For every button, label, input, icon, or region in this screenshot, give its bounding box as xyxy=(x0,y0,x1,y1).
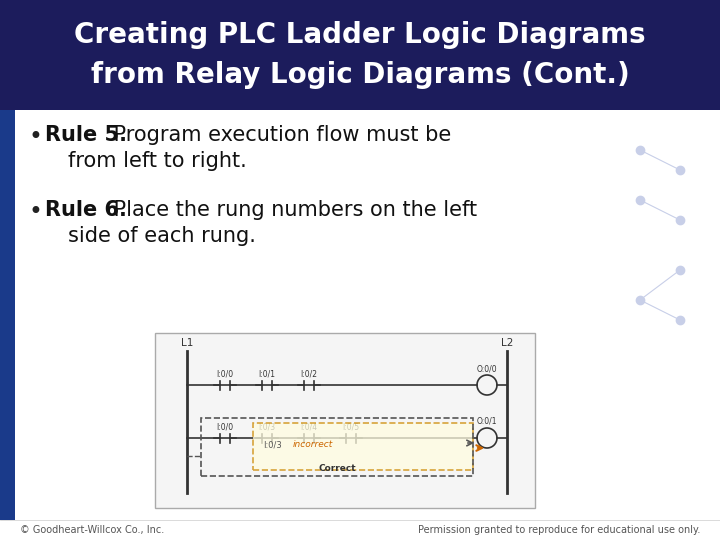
Text: from left to right.: from left to right. xyxy=(68,151,247,171)
Text: I:0/0: I:0/0 xyxy=(217,422,233,431)
Text: Creating PLC Ladder Logic Diagrams: Creating PLC Ladder Logic Diagrams xyxy=(74,21,646,49)
Text: O:0/1: O:0/1 xyxy=(477,417,498,426)
Text: I:0/1: I:0/1 xyxy=(258,369,276,379)
Text: •: • xyxy=(28,200,42,224)
Text: from Relay Logic Diagrams (Cont.): from Relay Logic Diagrams (Cont.) xyxy=(91,61,629,89)
Text: Place the rung numbers on the left: Place the rung numbers on the left xyxy=(107,200,477,220)
FancyBboxPatch shape xyxy=(253,423,473,470)
Text: Rule 5.: Rule 5. xyxy=(45,125,127,145)
Text: side of each rung.: side of each rung. xyxy=(68,226,256,246)
Text: •: • xyxy=(28,125,42,149)
Bar xyxy=(155,333,535,508)
Text: I:0/3: I:0/3 xyxy=(263,440,282,449)
Text: O:0/0: O:0/0 xyxy=(477,364,498,373)
Text: L2: L2 xyxy=(501,338,513,348)
Text: Permission granted to reproduce for educational use only.: Permission granted to reproduce for educ… xyxy=(418,525,700,535)
Bar xyxy=(0,0,720,110)
Text: I:0/2: I:0/2 xyxy=(300,369,318,379)
Text: I:0/3: I:0/3 xyxy=(258,422,276,431)
Text: I:0/0: I:0/0 xyxy=(217,369,233,379)
Text: © Goodheart-Willcox Co., Inc.: © Goodheart-Willcox Co., Inc. xyxy=(20,525,164,535)
Text: Program execution flow must be: Program execution flow must be xyxy=(107,125,451,145)
Text: incorrect: incorrect xyxy=(293,440,333,449)
Bar xyxy=(0,110,15,520)
Text: L1: L1 xyxy=(181,338,193,348)
Text: I:0/4: I:0/4 xyxy=(300,422,318,431)
Text: I:0/5: I:0/5 xyxy=(343,422,359,431)
Text: Rule 6.: Rule 6. xyxy=(45,200,127,220)
Text: Correct: Correct xyxy=(318,464,356,473)
